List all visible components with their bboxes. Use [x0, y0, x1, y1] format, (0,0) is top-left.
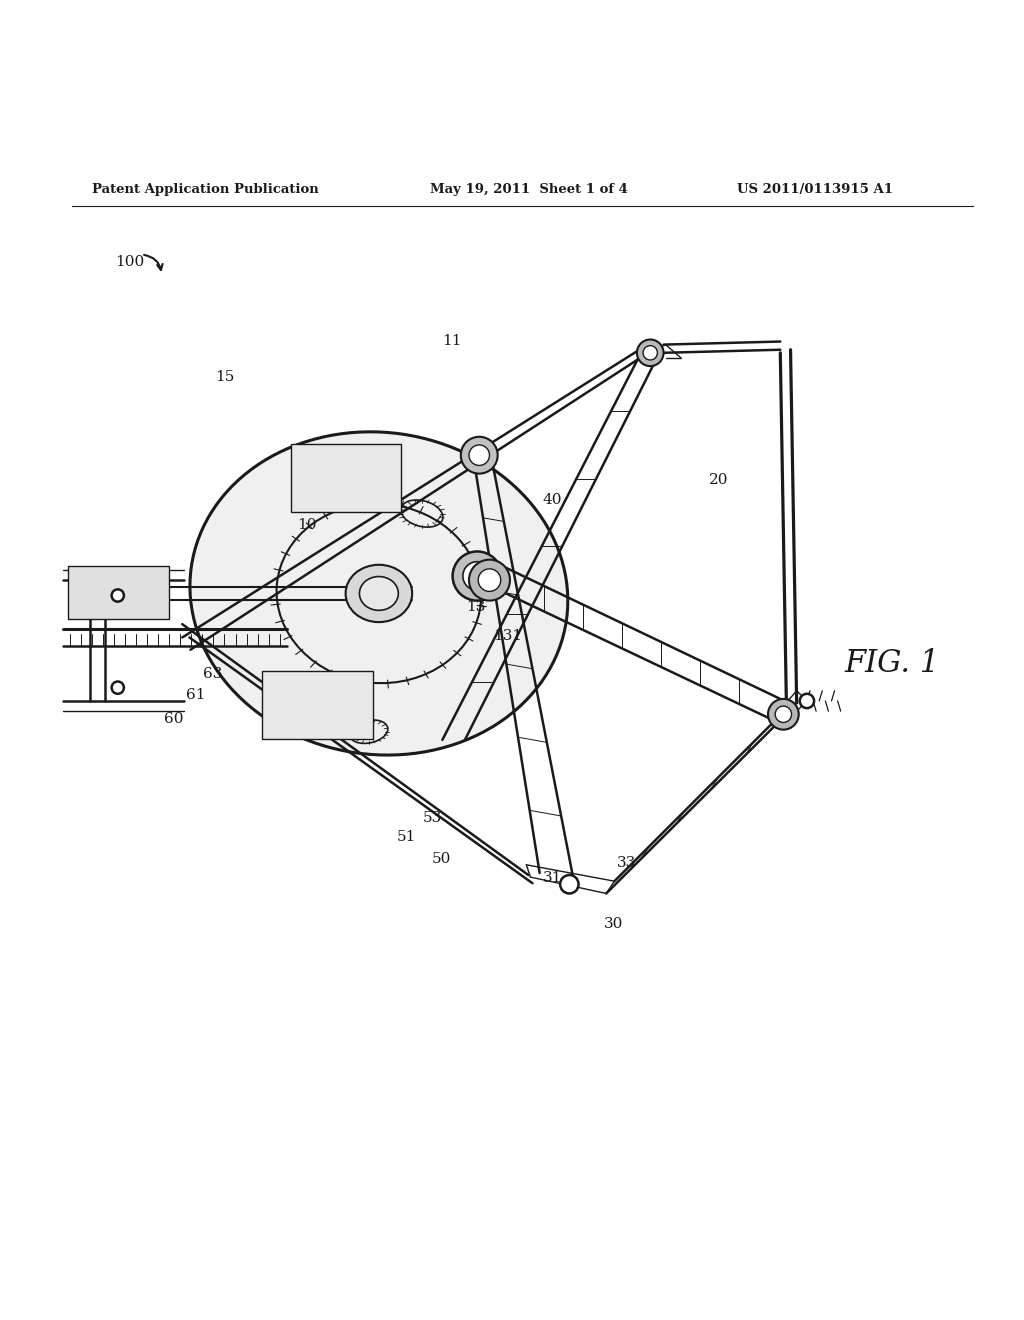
Text: 51: 51	[396, 830, 416, 845]
Circle shape	[560, 875, 579, 894]
Text: 33: 33	[616, 855, 636, 870]
Circle shape	[453, 552, 502, 601]
Circle shape	[775, 706, 792, 722]
Text: 40: 40	[543, 494, 562, 507]
Text: 63: 63	[203, 668, 222, 681]
Circle shape	[478, 569, 501, 591]
FancyBboxPatch shape	[68, 566, 169, 619]
Text: 53: 53	[423, 810, 442, 825]
Text: 13: 13	[466, 599, 485, 614]
Text: 50: 50	[432, 851, 452, 866]
Text: 131: 131	[494, 628, 522, 643]
Circle shape	[461, 437, 498, 474]
Circle shape	[463, 562, 492, 590]
Circle shape	[643, 346, 657, 360]
Text: 100: 100	[115, 255, 144, 269]
Text: FIG. 1: FIG. 1	[845, 648, 940, 680]
Text: 31: 31	[543, 871, 562, 886]
Circle shape	[800, 694, 814, 708]
Circle shape	[469, 445, 489, 466]
Text: 60: 60	[164, 713, 183, 726]
Text: 10: 10	[297, 517, 316, 532]
Text: 15: 15	[215, 371, 234, 384]
Ellipse shape	[346, 565, 412, 622]
Text: Patent Application Publication: Patent Application Publication	[92, 183, 318, 197]
Circle shape	[637, 339, 664, 366]
Ellipse shape	[359, 577, 398, 610]
FancyBboxPatch shape	[262, 672, 373, 739]
Circle shape	[112, 589, 124, 602]
FancyBboxPatch shape	[291, 444, 401, 512]
Text: US 2011/0113915 A1: US 2011/0113915 A1	[737, 183, 893, 197]
Text: 20: 20	[709, 473, 728, 487]
Ellipse shape	[189, 432, 568, 755]
Text: 11: 11	[442, 334, 462, 347]
Text: 30: 30	[604, 917, 624, 932]
Text: 61: 61	[186, 688, 206, 702]
Circle shape	[469, 560, 510, 601]
Circle shape	[112, 681, 124, 694]
Circle shape	[768, 698, 799, 730]
Text: May 19, 2011  Sheet 1 of 4: May 19, 2011 Sheet 1 of 4	[430, 183, 628, 197]
